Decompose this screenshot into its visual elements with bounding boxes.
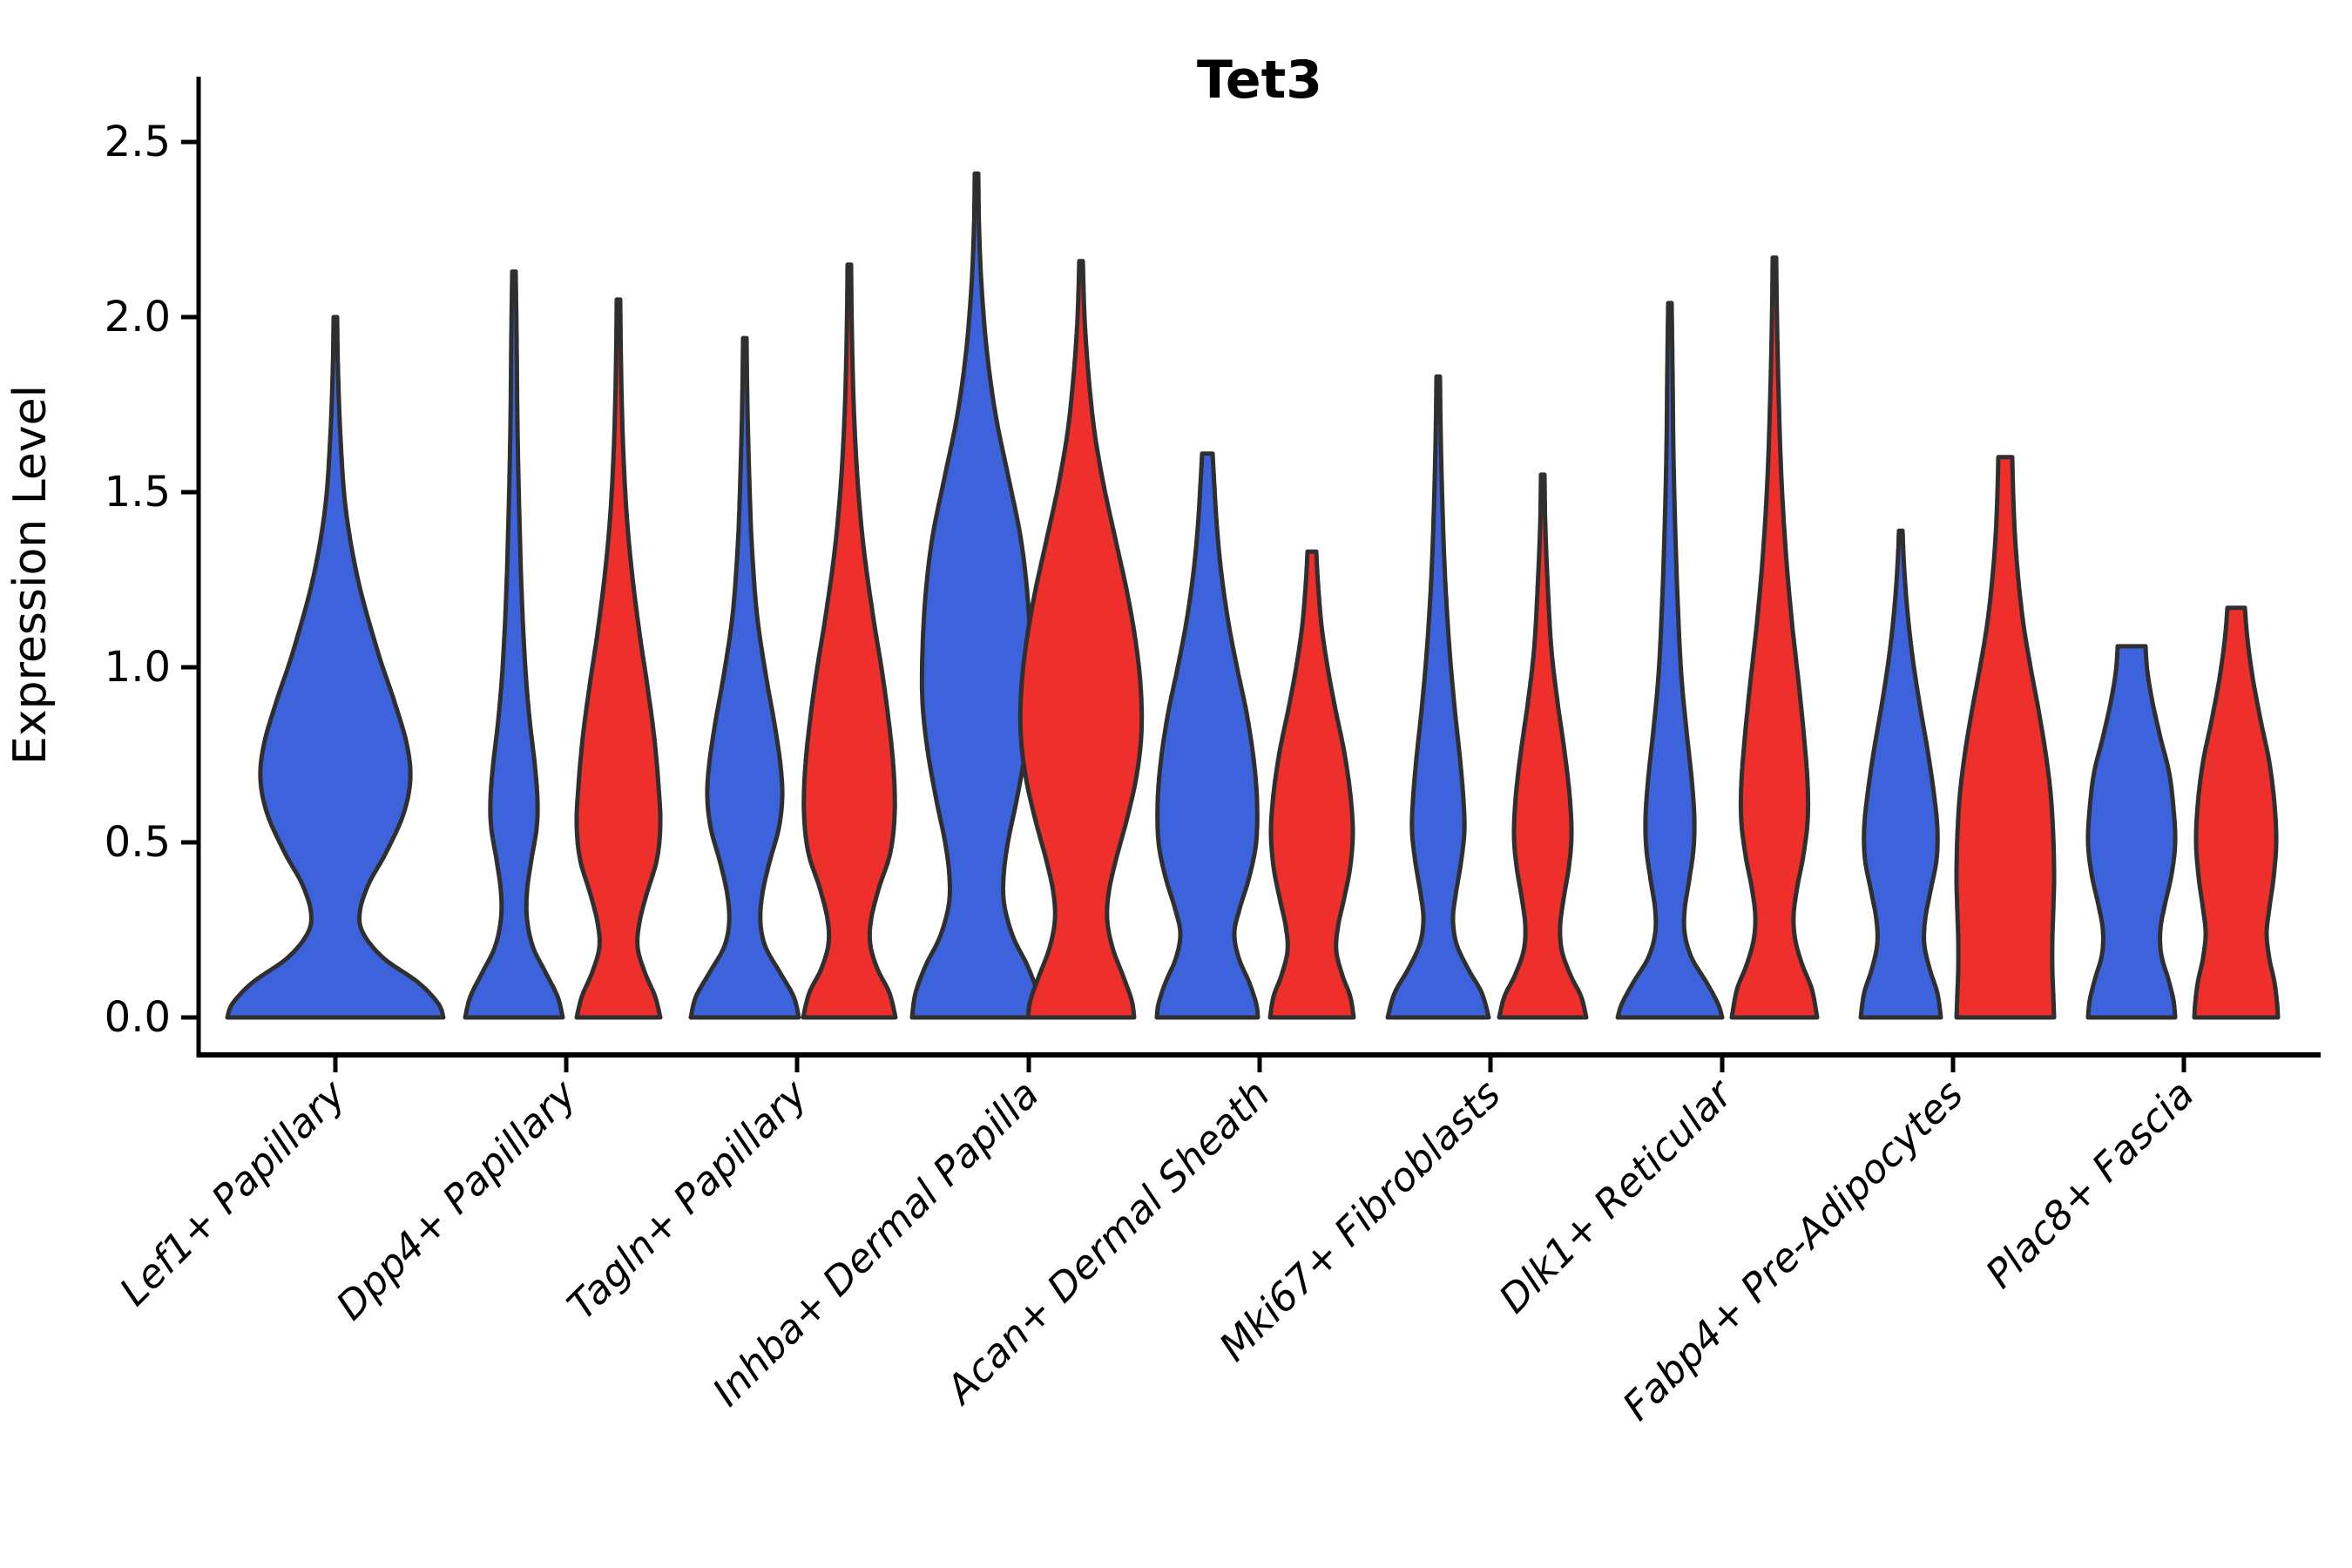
- violin-dpp4-papillary-red: [574, 297, 663, 1020]
- violin-fabp4-pre-adipocytes-blue: [1858, 528, 1943, 1020]
- x-tick-label-tagln-papillary: Tagln+ Papillary: [558, 1070, 817, 1328]
- y-tick-label: 1.0: [105, 643, 171, 692]
- violin-lef1-papillary-blue: [225, 314, 446, 1020]
- violin-acan-dermal-sheath-red: [1267, 549, 1356, 1020]
- violin-dpp4-papillary-blue: [463, 269, 565, 1020]
- violin-tagln-papillary-red: [801, 262, 898, 1020]
- violin-mki67-fibroblasts-blue: [1385, 374, 1491, 1020]
- violin-inhba-dermal-papilla-red: [1017, 259, 1145, 1020]
- violins-layer: [225, 171, 2281, 1020]
- violin-plac8-fascia-blue: [2085, 644, 2178, 1020]
- violin-acan-dermal-sheath-blue: [1154, 451, 1260, 1020]
- violin-dlk1-reticular-blue: [1615, 301, 1725, 1020]
- y-tick-label: 1.5: [105, 468, 171, 517]
- x-tick-label-dlk1-reticular: Dlk1+ Reticular: [1490, 1070, 1742, 1322]
- x-tick-label-dpp4-papillary: Dpp4+ Papillary: [328, 1070, 586, 1328]
- violin-dlk1-reticular-red: [1729, 255, 1820, 1020]
- x-tick-label-plac8-fascia: Plac8+ Fascia: [1977, 1071, 2203, 1297]
- chart-title: Tet3: [1197, 50, 1322, 111]
- violin-plac8-fascia-red: [2192, 605, 2281, 1020]
- y-tick-labels: 0.0 0.5 1.0 1.5 2.0 2.5: [105, 118, 199, 1042]
- y-tick-label: 0.0: [105, 993, 171, 1042]
- y-tick-label: 0.5: [105, 818, 171, 867]
- y-axis-label: Expression Level: [4, 385, 57, 765]
- violin-inhba-dermal-papilla-blue: [909, 171, 1044, 1020]
- y-tick-label: 2.0: [105, 293, 171, 341]
- x-tick-label-lef1-papillary: Lef1+ Papillary: [111, 1070, 355, 1315]
- violin-tagln-papillary-blue: [688, 335, 801, 1020]
- violin-mki67-fibroblasts-red: [1497, 472, 1589, 1020]
- violin-fabp4-pre-adipocytes-red: [1954, 455, 2057, 1020]
- y-tick-label: 2.5: [105, 118, 171, 166]
